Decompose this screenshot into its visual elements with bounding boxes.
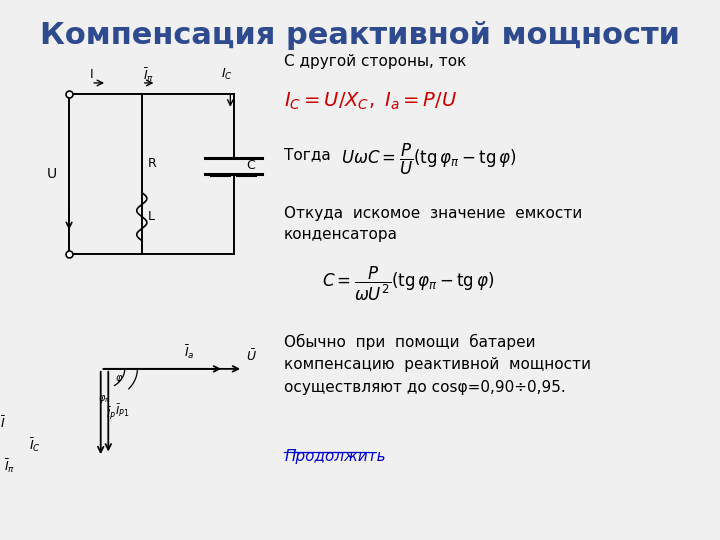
Text: L: L bbox=[148, 210, 155, 223]
Text: $\bar{I}_{\pi}$: $\bar{I}_{\pi}$ bbox=[143, 66, 154, 84]
Text: $\bar{I}_{P1}$: $\bar{I}_{P1}$ bbox=[114, 403, 129, 420]
Text: С другой стороны, ток: С другой стороны, ток bbox=[284, 53, 467, 69]
Text: Продолжить: Продолжить bbox=[284, 449, 386, 464]
Text: $\bar{I}_{\pi}$: $\bar{I}_{\pi}$ bbox=[4, 457, 16, 475]
Text: $\bar{I}_{C}$: $\bar{I}_{C}$ bbox=[29, 436, 41, 454]
Text: $\bar{I}_a$: $\bar{I}_a$ bbox=[184, 343, 194, 361]
Text: U: U bbox=[47, 167, 57, 181]
Text: $U\omega C = \dfrac{P}{U}(\mathrm{tg}\,\varphi_{\pi} - \mathrm{tg}\,\varphi)$: $U\omega C = \dfrac{P}{U}(\mathrm{tg}\,\… bbox=[341, 141, 516, 177]
Text: Обычно  при  помощи  батареи
компенсацию  реактивной  мощности
осуществляют до c: Обычно при помощи батареи компенсацию ре… bbox=[284, 334, 591, 395]
Text: $\bar{I}_{P}$: $\bar{I}_{P}$ bbox=[106, 406, 116, 422]
Text: C: C bbox=[246, 159, 255, 172]
Text: Откуда  искомое  значение  емкости
конденсатора: Откуда искомое значение емкости конденса… bbox=[284, 206, 582, 242]
Text: $I_C$: $I_C$ bbox=[221, 68, 233, 83]
Text: $\varphi$: $\varphi$ bbox=[114, 373, 123, 384]
Text: $C = \dfrac{P}{\omega U^{2}}(\mathrm{tg}\,\varphi_{\pi} - \mathrm{tg}\,\varphi)$: $C = \dfrac{P}{\omega U^{2}}(\mathrm{tg}… bbox=[322, 265, 495, 303]
Text: Компенсация реактивной мощности: Компенсация реактивной мощности bbox=[40, 22, 680, 50]
Text: Тогда: Тогда bbox=[284, 147, 331, 162]
Text: I: I bbox=[89, 69, 93, 82]
Text: $I_C=U/X_C,\ I_a=P/U$: $I_C=U/X_C,\ I_a=P/U$ bbox=[284, 91, 457, 112]
Text: $\bar{U}$: $\bar{U}$ bbox=[246, 348, 257, 364]
Text: $\varphi_{\pi}$: $\varphi_{\pi}$ bbox=[97, 393, 110, 405]
Text: $\bar{I}$: $\bar{I}$ bbox=[0, 415, 6, 431]
Text: R: R bbox=[148, 157, 157, 170]
